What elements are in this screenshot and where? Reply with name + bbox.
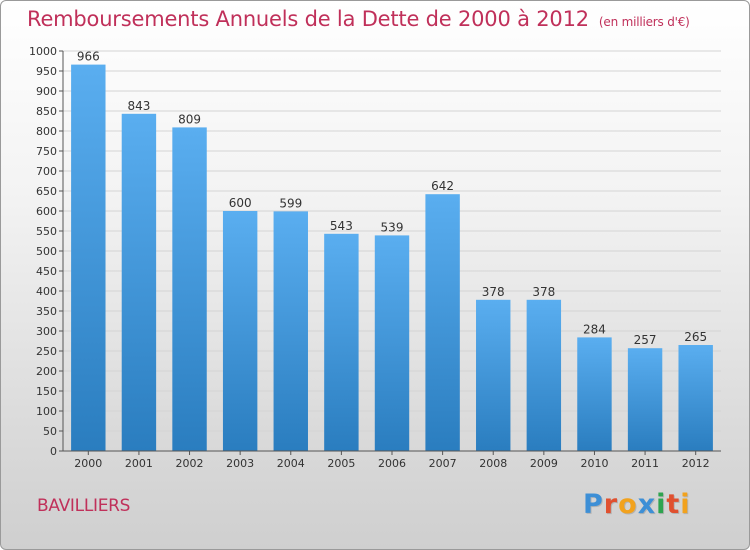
logo-letter: P — [583, 489, 604, 520]
bars: 966 843 809 600 599 543 539 642 378 378 284 257 265 — [71, 50, 713, 452]
y-tick-label: 450 — [36, 265, 57, 278]
bar — [71, 64, 106, 451]
bar — [476, 299, 511, 451]
y-tick-label: 350 — [36, 305, 57, 318]
x-tick-label: 2011 — [631, 457, 659, 470]
y-tick-label: 300 — [36, 325, 57, 338]
y-tick-label: 50 — [43, 425, 57, 438]
y-tick-label: 600 — [36, 205, 57, 218]
x-tick-label: 2003 — [226, 457, 254, 470]
logo-letter: i — [680, 489, 691, 520]
bar — [172, 127, 207, 452]
bar-value-label: 284 — [583, 322, 606, 336]
logo-letter: o — [618, 489, 638, 520]
bar — [577, 337, 612, 451]
x-tick-label: 2008 — [479, 457, 507, 470]
x-tick-label: 2000 — [74, 457, 102, 470]
bar-value-label: 809 — [178, 112, 201, 126]
bar — [627, 348, 663, 451]
y-tick-label: 850 — [36, 105, 57, 118]
bar-value-label: 378 — [482, 285, 505, 299]
bar-value-label: 600 — [229, 196, 252, 210]
bar-value-label: 966 — [77, 50, 100, 64]
axes: 0 50 100 150 200 250 300 350 400 450 500 550 600 650 7… — [29, 45, 721, 470]
y-tick-label: 900 — [36, 85, 57, 98]
y-tick-label: 550 — [36, 225, 57, 238]
x-tick-label: 2012 — [682, 457, 710, 470]
y-tick-label: 250 — [36, 345, 57, 358]
bar — [526, 299, 562, 451]
chart-title-text: Remboursements Annuels de la Dette de 20… — [27, 7, 589, 31]
x-tick-label: 2004 — [277, 457, 305, 470]
bar-value-label: 642 — [431, 179, 454, 193]
chart-title: Remboursements Annuels de la Dette de 20… — [27, 7, 690, 31]
bar — [121, 113, 157, 452]
y-tick-label: 400 — [36, 285, 57, 298]
bar — [678, 345, 713, 451]
x-tick-label: 2006 — [378, 457, 406, 470]
bar — [324, 233, 359, 451]
y-tick-label: 650 — [36, 185, 57, 198]
bar-value-label: 543 — [330, 219, 353, 233]
y-tick-label: 500 — [36, 245, 57, 258]
logo-letter: i — [656, 489, 667, 520]
y-tick-label: 700 — [36, 165, 57, 178]
x-tick-label: 2005 — [327, 457, 355, 470]
bar-value-label: 265 — [684, 330, 707, 344]
y-tick-label: 0 — [50, 445, 57, 458]
x-tick-label: 2010 — [580, 457, 608, 470]
x-tick-label: 2009 — [530, 457, 558, 470]
bar — [222, 211, 258, 451]
y-tick-label: 750 — [36, 145, 57, 158]
y-tick-label: 800 — [36, 125, 57, 138]
bar-value-label: 539 — [381, 220, 404, 234]
logo-letter: r — [603, 489, 619, 520]
y-tick-label: 1000 — [29, 45, 57, 58]
proxiti-logo: Proxiti — [583, 489, 691, 520]
y-tick-label: 950 — [36, 65, 57, 78]
logo-letter: t — [666, 489, 681, 520]
city-name: BAVILLIERS — [37, 496, 131, 516]
bar-value-label: 378 — [532, 285, 555, 299]
chart-subtitle: (en milliers d'€) — [598, 15, 690, 29]
bar — [425, 194, 460, 451]
y-tick-label: 150 — [36, 385, 57, 398]
x-tick-label: 2007 — [429, 457, 457, 470]
x-tick-label: 2001 — [125, 457, 153, 470]
bar-value-label: 599 — [279, 196, 302, 210]
bar-value-label: 257 — [634, 333, 657, 347]
y-tick-label: 200 — [36, 365, 57, 378]
bar-value-label: 843 — [127, 99, 150, 113]
x-tick-label: 2002 — [176, 457, 204, 470]
logo-letter: x — [637, 489, 657, 520]
y-tick-label: 100 — [36, 405, 57, 418]
bar — [273, 211, 308, 451]
bar — [374, 235, 410, 451]
